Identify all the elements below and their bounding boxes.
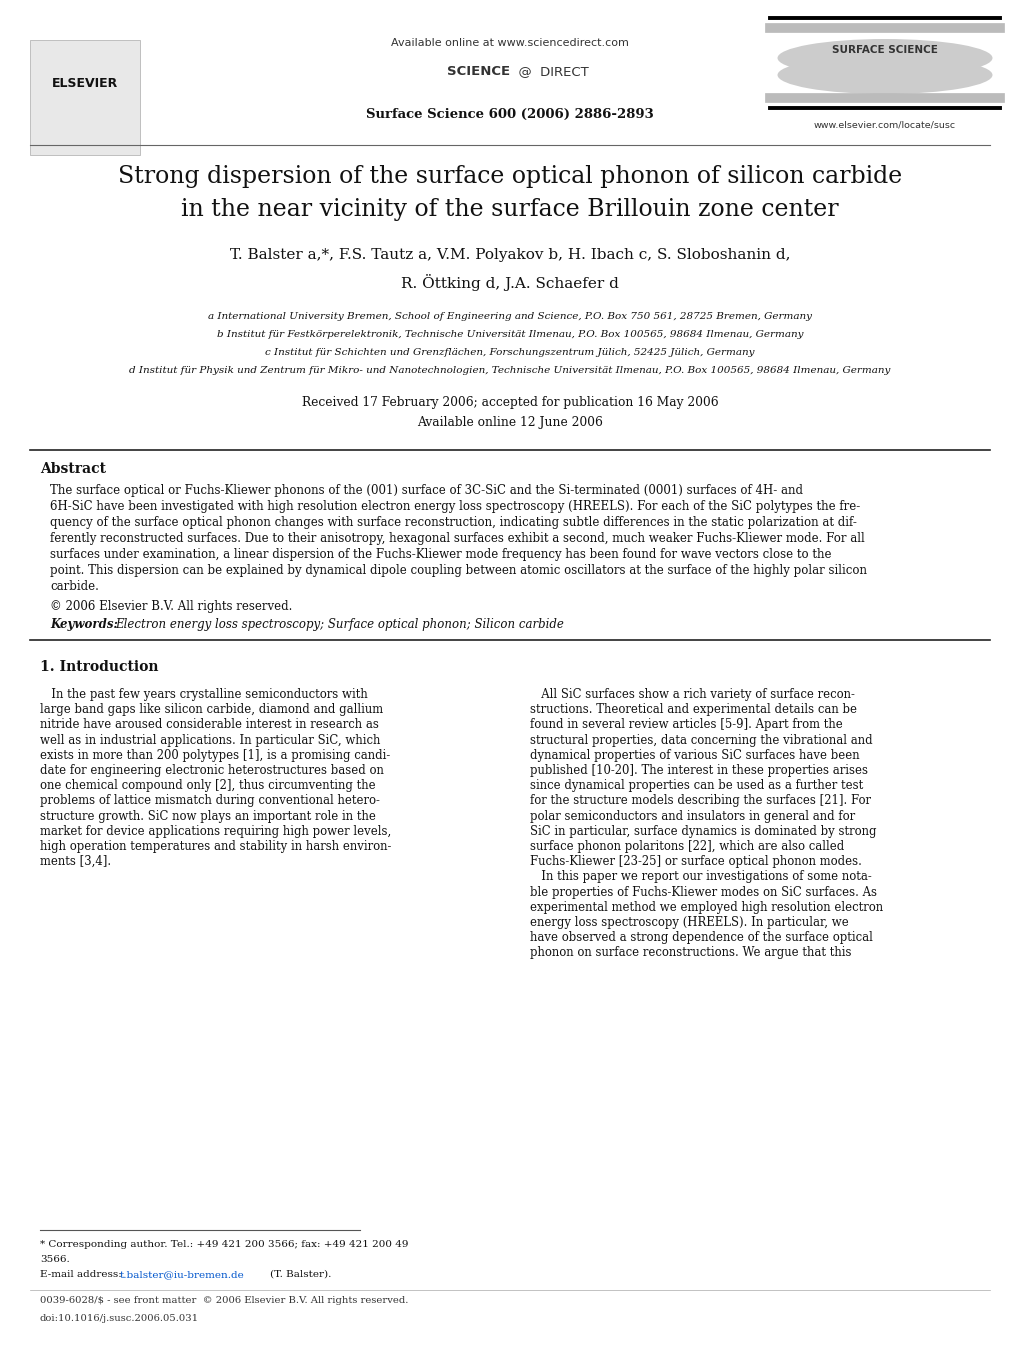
Text: T. Balster a,*, F.S. Tautz a, V.M. Polyakov b, H. Ibach c, S. Sloboshanin d,: T. Balster a,*, F.S. Tautz a, V.M. Polya… bbox=[229, 249, 790, 262]
Text: Available online at www.sciencedirect.com: Available online at www.sciencedirect.co… bbox=[390, 38, 629, 49]
Ellipse shape bbox=[776, 55, 991, 95]
Text: point. This dispersion can be explained by dynamical dipole coupling between ato: point. This dispersion can be explained … bbox=[50, 563, 866, 577]
Text: for the structure models describing the surfaces [21]. For: for the structure models describing the … bbox=[530, 794, 870, 808]
Text: ELSEVIER: ELSEVIER bbox=[52, 77, 118, 91]
Text: 0039-6028/$ - see front matter  © 2006 Elsevier B.V. All rights reserved.: 0039-6028/$ - see front matter © 2006 El… bbox=[40, 1296, 408, 1305]
Text: found in several review articles [5-9]. Apart from the: found in several review articles [5-9]. … bbox=[530, 719, 842, 731]
Text: one chemical compound only [2], thus circumventing the: one chemical compound only [2], thus cir… bbox=[40, 780, 375, 792]
Text: ferently reconstructed surfaces. Due to their anisotropy, hexagonal surfaces exh: ferently reconstructed surfaces. Due to … bbox=[50, 532, 864, 544]
Text: market for device applications requiring high power levels,: market for device applications requiring… bbox=[40, 825, 391, 838]
Text: * Corresponding author. Tel.: +49 421 200 3566; fax: +49 421 200 49: * Corresponding author. Tel.: +49 421 20… bbox=[40, 1240, 408, 1250]
Text: nitride have aroused considerable interest in research as: nitride have aroused considerable intere… bbox=[40, 719, 378, 731]
Text: Strong dispersion of the surface optical phonon of silicon carbide: Strong dispersion of the surface optical… bbox=[118, 165, 901, 188]
Text: structions. Theoretical and experimental details can be: structions. Theoretical and experimental… bbox=[530, 704, 856, 716]
Text: Surface Science 600 (2006) 2886-2893: Surface Science 600 (2006) 2886-2893 bbox=[366, 108, 653, 122]
Text: SCIENCE: SCIENCE bbox=[446, 65, 510, 78]
Text: c Institut für Schichten und Grenzflächen, Forschungszentrum Jülich, 52425 Jülic: c Institut für Schichten und Grenzfläche… bbox=[265, 349, 754, 357]
Text: (T. Balster).: (T. Balster). bbox=[270, 1270, 331, 1279]
Text: a International University Bremen, School of Engineering and Science, P.O. Box 7: a International University Bremen, Schoo… bbox=[208, 312, 811, 322]
Text: experimental method we employed high resolution electron: experimental method we employed high res… bbox=[530, 901, 882, 913]
Text: polar semiconductors and insulators in general and for: polar semiconductors and insulators in g… bbox=[530, 809, 854, 823]
Text: All SiC surfaces show a rich variety of surface recon-: All SiC surfaces show a rich variety of … bbox=[530, 688, 854, 701]
Text: Electron energy loss spectroscopy; Surface optical phonon; Silicon carbide: Electron energy loss spectroscopy; Surfa… bbox=[115, 617, 564, 631]
Text: Keywords:: Keywords: bbox=[50, 617, 118, 631]
Text: E-mail address:: E-mail address: bbox=[40, 1270, 121, 1279]
Text: in the near vicinity of the surface Brillouin zone center: in the near vicinity of the surface Bril… bbox=[181, 199, 838, 222]
Text: t.balster@iu-bremen.de: t.balster@iu-bremen.de bbox=[120, 1270, 245, 1279]
Text: R. Öttking d, J.A. Schaefer d: R. Öttking d, J.A. Schaefer d bbox=[400, 274, 619, 290]
Text: date for engineering electronic heterostructures based on: date for engineering electronic heterost… bbox=[40, 765, 383, 777]
Text: problems of lattice mismatch during conventional hetero-: problems of lattice mismatch during conv… bbox=[40, 794, 379, 808]
Text: well as in industrial applications. In particular SiC, which: well as in industrial applications. In p… bbox=[40, 734, 380, 747]
Text: carbide.: carbide. bbox=[50, 580, 99, 593]
Text: structural properties, data concerning the vibrational and: structural properties, data concerning t… bbox=[530, 734, 872, 747]
Text: 3566.: 3566. bbox=[40, 1255, 69, 1265]
Text: In the past few years crystalline semiconductors with: In the past few years crystalline semico… bbox=[40, 688, 368, 701]
Text: published [10-20]. The interest in these properties arises: published [10-20]. The interest in these… bbox=[530, 765, 867, 777]
Text: 6H-SiC have been investigated with high resolution electron energy loss spectros: 6H-SiC have been investigated with high … bbox=[50, 500, 859, 513]
Text: www.elsevier.com/locate/susc: www.elsevier.com/locate/susc bbox=[813, 120, 955, 128]
Text: high operation temperatures and stability in harsh environ-: high operation temperatures and stabilit… bbox=[40, 840, 391, 852]
Text: energy loss spectroscopy (HREELS). In particular, we: energy loss spectroscopy (HREELS). In pa… bbox=[530, 916, 848, 929]
Text: have observed a strong dependence of the surface optical: have observed a strong dependence of the… bbox=[530, 931, 872, 944]
Text: The surface optical or Fuchs-Kliewer phonons of the (001) surface of 3C-SiC and : The surface optical or Fuchs-Kliewer pho… bbox=[50, 484, 802, 497]
Text: Abstract: Abstract bbox=[40, 462, 106, 476]
Text: large band gaps like silicon carbide, diamond and gallium: large band gaps like silicon carbide, di… bbox=[40, 704, 383, 716]
Text: surface phonon polaritons [22], which are also called: surface phonon polaritons [22], which ar… bbox=[530, 840, 844, 852]
Text: Fuchs-Kliewer [23-25] or surface optical phonon modes.: Fuchs-Kliewer [23-25] or surface optical… bbox=[530, 855, 861, 869]
Text: @  DIRECT: @ DIRECT bbox=[510, 65, 588, 78]
Text: surfaces under examination, a linear dispersion of the Fuchs-Kliewer mode freque: surfaces under examination, a linear dis… bbox=[50, 549, 830, 561]
Text: structure growth. SiC now plays an important role in the: structure growth. SiC now plays an impor… bbox=[40, 809, 376, 823]
Text: since dynamical properties can be used as a further test: since dynamical properties can be used a… bbox=[530, 780, 862, 792]
Text: quency of the surface optical phonon changes with surface reconstruction, indica: quency of the surface optical phonon cha… bbox=[50, 516, 856, 530]
Bar bbox=[30, 41, 140, 155]
Text: ble properties of Fuchs-Kliewer modes on SiC surfaces. As: ble properties of Fuchs-Kliewer modes on… bbox=[530, 886, 876, 898]
Text: In this paper we report our investigations of some nota-: In this paper we report our investigatio… bbox=[530, 870, 871, 884]
Text: SiC in particular, surface dynamics is dominated by strong: SiC in particular, surface dynamics is d… bbox=[530, 825, 875, 838]
Text: b Institut für Festkörperelektronik, Technische Universität Ilmenau, P.O. Box 10: b Institut für Festkörperelektronik, Tec… bbox=[216, 330, 803, 339]
Text: dynamical properties of various SiC surfaces have been: dynamical properties of various SiC surf… bbox=[530, 748, 859, 762]
Text: © 2006 Elsevier B.V. All rights reserved.: © 2006 Elsevier B.V. All rights reserved… bbox=[50, 600, 292, 613]
Text: exists in more than 200 polytypes [1], is a promising candi-: exists in more than 200 polytypes [1], i… bbox=[40, 748, 390, 762]
Text: Received 17 February 2006; accepted for publication 16 May 2006: Received 17 February 2006; accepted for … bbox=[302, 396, 717, 409]
Text: Available online 12 June 2006: Available online 12 June 2006 bbox=[417, 416, 602, 430]
Text: SURFACE SCIENCE: SURFACE SCIENCE bbox=[832, 45, 937, 55]
Text: ments [3,4].: ments [3,4]. bbox=[40, 855, 111, 869]
Ellipse shape bbox=[776, 39, 991, 77]
Text: doi:10.1016/j.susc.2006.05.031: doi:10.1016/j.susc.2006.05.031 bbox=[40, 1315, 199, 1323]
Text: d Institut für Physik und Zentrum für Mikro- und Nanotechnologien, Technische Un: d Institut für Physik und Zentrum für Mi… bbox=[129, 366, 890, 376]
Text: phonon on surface reconstructions. We argue that this: phonon on surface reconstructions. We ar… bbox=[530, 947, 851, 959]
Text: 1. Introduction: 1. Introduction bbox=[40, 661, 158, 674]
